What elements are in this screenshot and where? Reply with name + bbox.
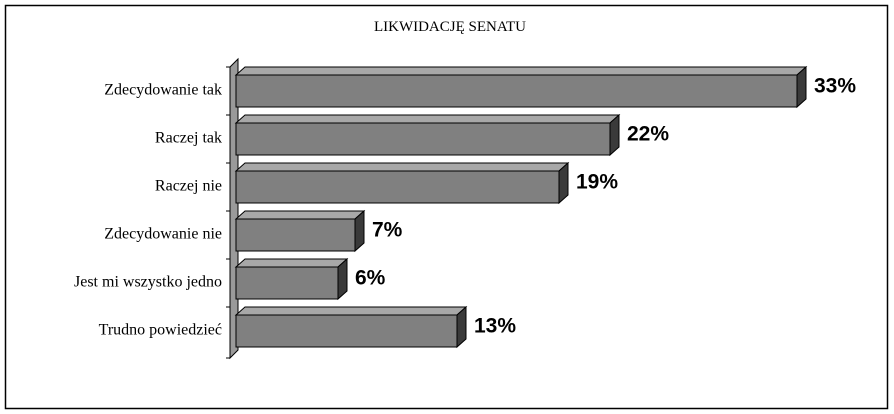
bar [234, 113, 621, 157]
bar-front [235, 218, 356, 252]
bar [234, 257, 349, 301]
bar-top [234, 66, 808, 76]
bar [234, 305, 468, 349]
value-label: 7% [372, 219, 403, 242]
bar-front [235, 170, 560, 204]
bar [234, 161, 570, 205]
bar-top [234, 258, 349, 268]
wall-ticks [226, 66, 230, 359]
bar-top [234, 210, 366, 220]
bar [234, 65, 808, 109]
chart-frame [4, 4, 889, 410]
bar-top [234, 114, 621, 124]
bar-front [235, 122, 611, 156]
value-label: 13% [474, 315, 516, 338]
bar-front [235, 266, 339, 300]
value-label: 33% [814, 75, 856, 98]
category-label: Jest mi wszystko jedno [74, 274, 222, 291]
value-label: 22% [627, 123, 669, 146]
category-label: Zdecydowanie nie [104, 226, 222, 243]
category-label: Zdecydowanie tak [104, 82, 222, 99]
value-label: 19% [576, 171, 618, 194]
bar-top [234, 162, 570, 172]
value-label: 6% [355, 267, 386, 290]
bar-front [235, 314, 458, 348]
category-label: Raczej nie [155, 178, 222, 195]
chart-title: LIKWIDACJĘ SENATU [374, 19, 526, 35]
category-label: Trudno powiedzieć [99, 322, 222, 339]
bar [234, 209, 366, 253]
bar-front [235, 74, 798, 108]
category-label: Raczej tak [155, 130, 222, 147]
bar-top [234, 306, 468, 316]
